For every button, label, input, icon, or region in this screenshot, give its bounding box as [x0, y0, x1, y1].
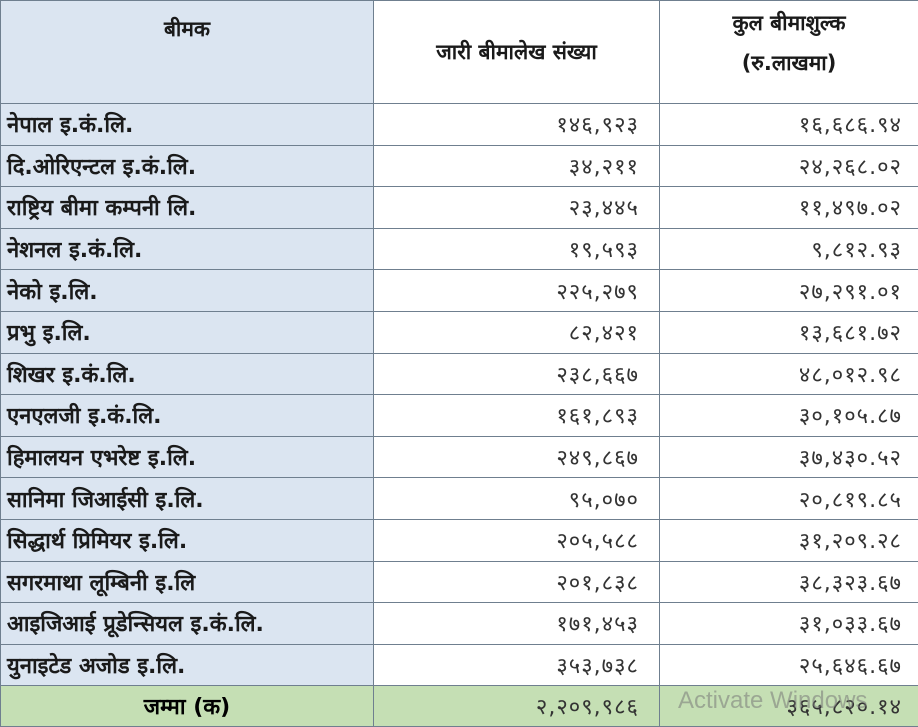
- total-row: जम्मा (क) २,२०९,९८६ ३६५,८२०.१४: [1, 686, 918, 727]
- insurer-name: दि.ओरिएन्टल इ.कं.लि.: [1, 145, 374, 187]
- premium-amount: १३,६८१.७२: [660, 311, 918, 353]
- policies-count: २३८,६६७: [374, 353, 660, 395]
- premium-amount: १६,६८६.९४: [660, 104, 918, 146]
- insurer-name: नेको इ.लि.: [1, 270, 374, 312]
- premium-amount: ३७,४३०.५२: [660, 436, 918, 478]
- header-insurer: बीमक: [1, 1, 374, 104]
- premium-amount: २५,६४६.६७: [660, 644, 918, 686]
- premium-amount: ३१,०३३.६७: [660, 603, 918, 645]
- policies-count: ३४,२११: [374, 145, 660, 187]
- insurer-name: नेशनल इ.कं.लि.: [1, 228, 374, 270]
- header-total-premium: कुल बीमाशुल्क (रु.लाखमा): [660, 1, 918, 104]
- premium-amount: २४,२६८.०२: [660, 145, 918, 187]
- premium-amount: २७,२९१.०१: [660, 270, 918, 312]
- policies-count: २४९,८६७: [374, 436, 660, 478]
- policies-count: ८२,४२१: [374, 311, 660, 353]
- policies-count: १४६,९२३: [374, 104, 660, 146]
- insurer-name: सगरमाथा लूम्बिनी इ.लि: [1, 561, 374, 603]
- policies-count: २३,४४५: [374, 187, 660, 229]
- premium-amount: २०,८१९.८५: [660, 478, 918, 520]
- policies-count: २०१,८३८: [374, 561, 660, 603]
- insurer-name: सानिमा जिआईसी इ.लि.: [1, 478, 374, 520]
- header-row: बीमक जारी बीमालेख संख्या कुल बीमाशुल्क (…: [1, 1, 918, 104]
- insurer-name: प्रभु इ.लि.: [1, 311, 374, 353]
- premium-amount: ३८,३२३.६७: [660, 561, 918, 603]
- insurer-name: सिद्धार्थ प्रिमियर इ.लि.: [1, 519, 374, 561]
- insurer-name: एनएलजी इ.कं.लि.: [1, 395, 374, 437]
- policies-count: २०५,५८८: [374, 519, 660, 561]
- total-policies: २,२०९,९८६: [374, 686, 660, 727]
- insurer-name: युनाइटेड अजोड इ.लि.: [1, 644, 374, 686]
- premium-amount: ११,४९७.०२: [660, 187, 918, 229]
- policies-count: ३५३,७३८: [374, 644, 660, 686]
- insurer-name: हिमालयन एभरेष्ट इ.लि.: [1, 436, 374, 478]
- insurer-name: शिखर इ.कं.लि.: [1, 353, 374, 395]
- premium-amount: ४८,०१२.९८: [660, 353, 918, 395]
- policies-count: १६१,८९३: [374, 395, 660, 437]
- insurer-name: नेपाल इ.कं.लि.: [1, 104, 374, 146]
- premium-amount: ९,८१२.९३: [660, 228, 918, 270]
- premium-amount: ३१,२०९.२८: [660, 519, 918, 561]
- policies-count: १९,५९३: [374, 228, 660, 270]
- header-total-premium-line2: (रु.लाखमा): [660, 43, 918, 83]
- policies-count: २२५,२७९: [374, 270, 660, 312]
- insurer-name: आइजिआई प्रूडेन्सियल इ.कं.लि.: [1, 603, 374, 645]
- header-policies-issued: जारी बीमालेख संख्या: [374, 1, 660, 104]
- insurer-name: राष्ट्रिय बीमा कम्पनी लि.: [1, 187, 374, 229]
- premium-amount: ३०,१०५.८७: [660, 395, 918, 437]
- header-total-premium-line1: कुल बीमाशुल्क: [660, 3, 918, 43]
- policies-count: १७१,४५३: [374, 603, 660, 645]
- total-label: जम्मा (क): [1, 686, 374, 727]
- policies-count: ९५,०७०: [374, 478, 660, 520]
- total-premium: ३६५,८२०.१४: [660, 686, 918, 727]
